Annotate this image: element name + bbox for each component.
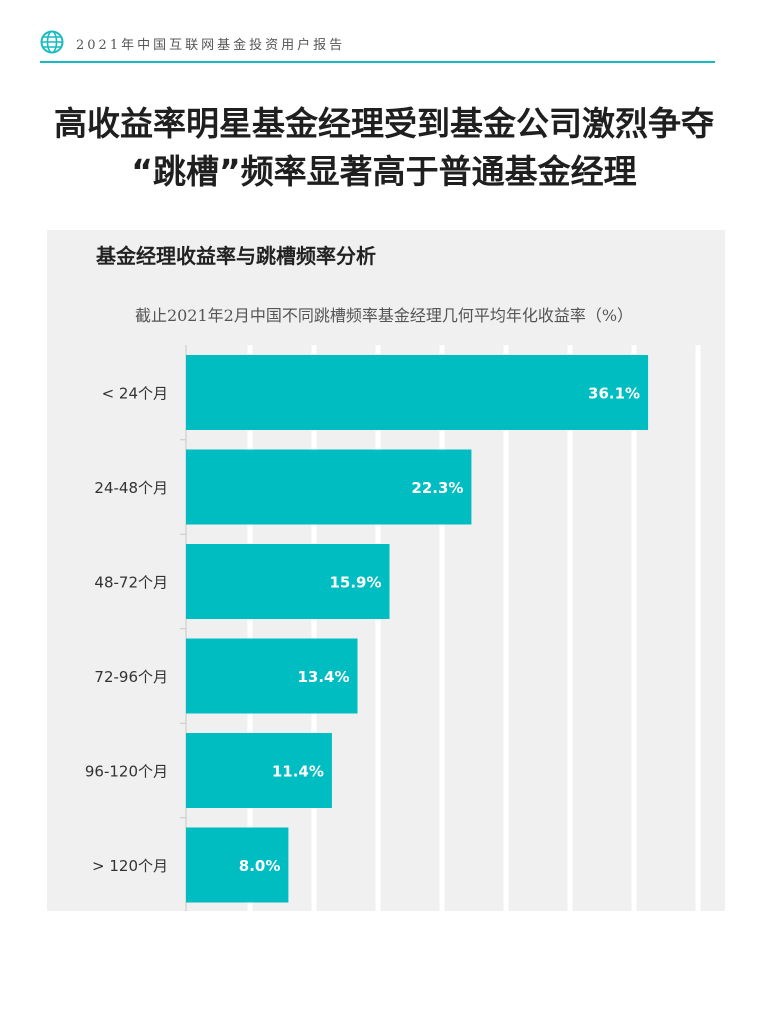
data-label: 22.3% <box>411 479 463 497</box>
report-header: 2021年中国互联网基金投资用户报告 <box>40 28 715 64</box>
data-label: 36.1% <box>588 385 640 403</box>
category-label: 24-48个月 <box>94 479 168 497</box>
category-label: > 120个月 <box>92 857 168 875</box>
data-label: 15.9% <box>329 574 381 592</box>
chart-subtitle: 截止2021年2月中国不同跳槽频率基金经理几何平均年化收益率（%） <box>134 306 634 325</box>
category-label: 48-72个月 <box>94 574 168 592</box>
page-headline: 高收益率明星基金经理受到基金公司激烈争夺 “跳槽”频率显著高于普通基金经理 <box>0 100 768 196</box>
globe-icon <box>40 30 64 54</box>
chart-title: 基金经理收益率与跳槽频率分析 <box>96 244 376 268</box>
bar-3 <box>186 544 390 619</box>
data-label: 8.0% <box>239 857 281 875</box>
headline-line-1: 高收益率明星基金经理受到基金公司激烈争夺 <box>54 104 714 143</box>
category-label: 72-96个月 <box>94 668 168 686</box>
report-title: 2021年中国互联网基金投资用户报告 <box>76 38 346 53</box>
data-label: 11.4% <box>272 763 324 781</box>
headline-line-2: “跳槽”频率显著高于普通基金经理 <box>131 152 637 191</box>
category-label: 96-120个月 <box>85 763 168 781</box>
bar-5 <box>186 733 332 808</box>
bar-6 <box>186 827 289 903</box>
bar-4 <box>186 638 358 714</box>
data-label: 13.4% <box>297 668 349 686</box>
bar-1 <box>186 355 649 430</box>
header-divider <box>40 61 715 63</box>
category-label: < 24个月 <box>102 385 168 403</box>
bar-2 <box>186 449 472 525</box>
